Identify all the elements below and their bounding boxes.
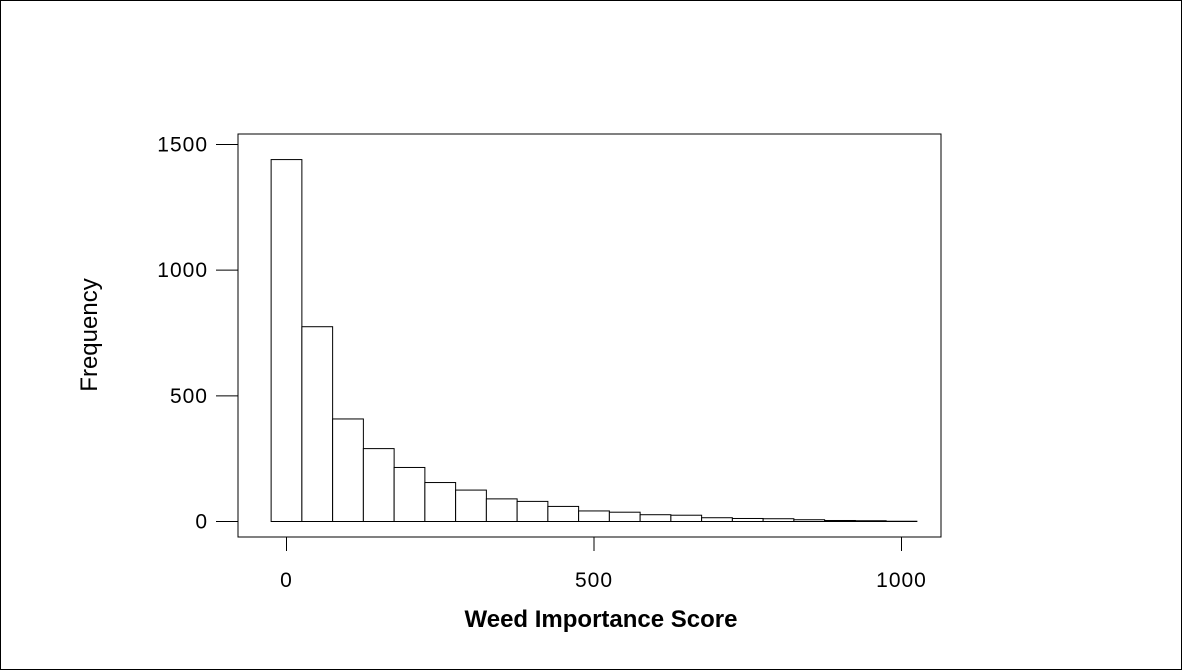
histogram-bar-4 [362, 448, 395, 523]
histogram-bar-16 [731, 517, 764, 523]
x-axis: 0 500 1000 [280, 537, 927, 592]
bars-group [270, 159, 918, 523]
x-tick-label: 500 [575, 569, 613, 592]
y-tick-label: 1500 [157, 134, 208, 157]
x-tick-label: 0 [280, 569, 293, 592]
histogram-bar-3 [332, 418, 364, 522]
plot-area-border [237, 133, 942, 538]
histogram-bar-7 [455, 489, 487, 523]
histogram-bar-1 [270, 159, 303, 523]
histogram-bar-20 [854, 520, 887, 522]
histogram-bar-6 [424, 482, 457, 522]
histogram-bar-2 [301, 326, 334, 523]
x-axis-title: Weed Importance Score [465, 606, 738, 633]
histogram-bar-11 [578, 510, 610, 522]
histogram-bar-17 [762, 518, 795, 523]
histogram-bar-12 [608, 511, 641, 522]
histogram-bar-9 [516, 500, 549, 523]
histogram-bar-14 [670, 514, 703, 523]
y-tick-label: 1000 [157, 259, 208, 282]
histogram-bar-15 [701, 517, 733, 522]
y-axis: 0 500 1000 1500 [157, 134, 238, 534]
y-axis-title: Frequency [76, 278, 103, 391]
y-tick-label: 500 [170, 385, 208, 408]
histogram-bar-13 [639, 514, 672, 522]
x-tick-label: 1000 [876, 569, 927, 592]
y-tick-label: 0 [195, 511, 208, 534]
histogram-bar-5 [393, 466, 426, 523]
histogram-bar-18 [793, 519, 826, 522]
histogram-bar-19 [824, 519, 856, 523]
histogram-bar-10 [547, 505, 580, 523]
histogram-bar-8 [485, 498, 518, 523]
